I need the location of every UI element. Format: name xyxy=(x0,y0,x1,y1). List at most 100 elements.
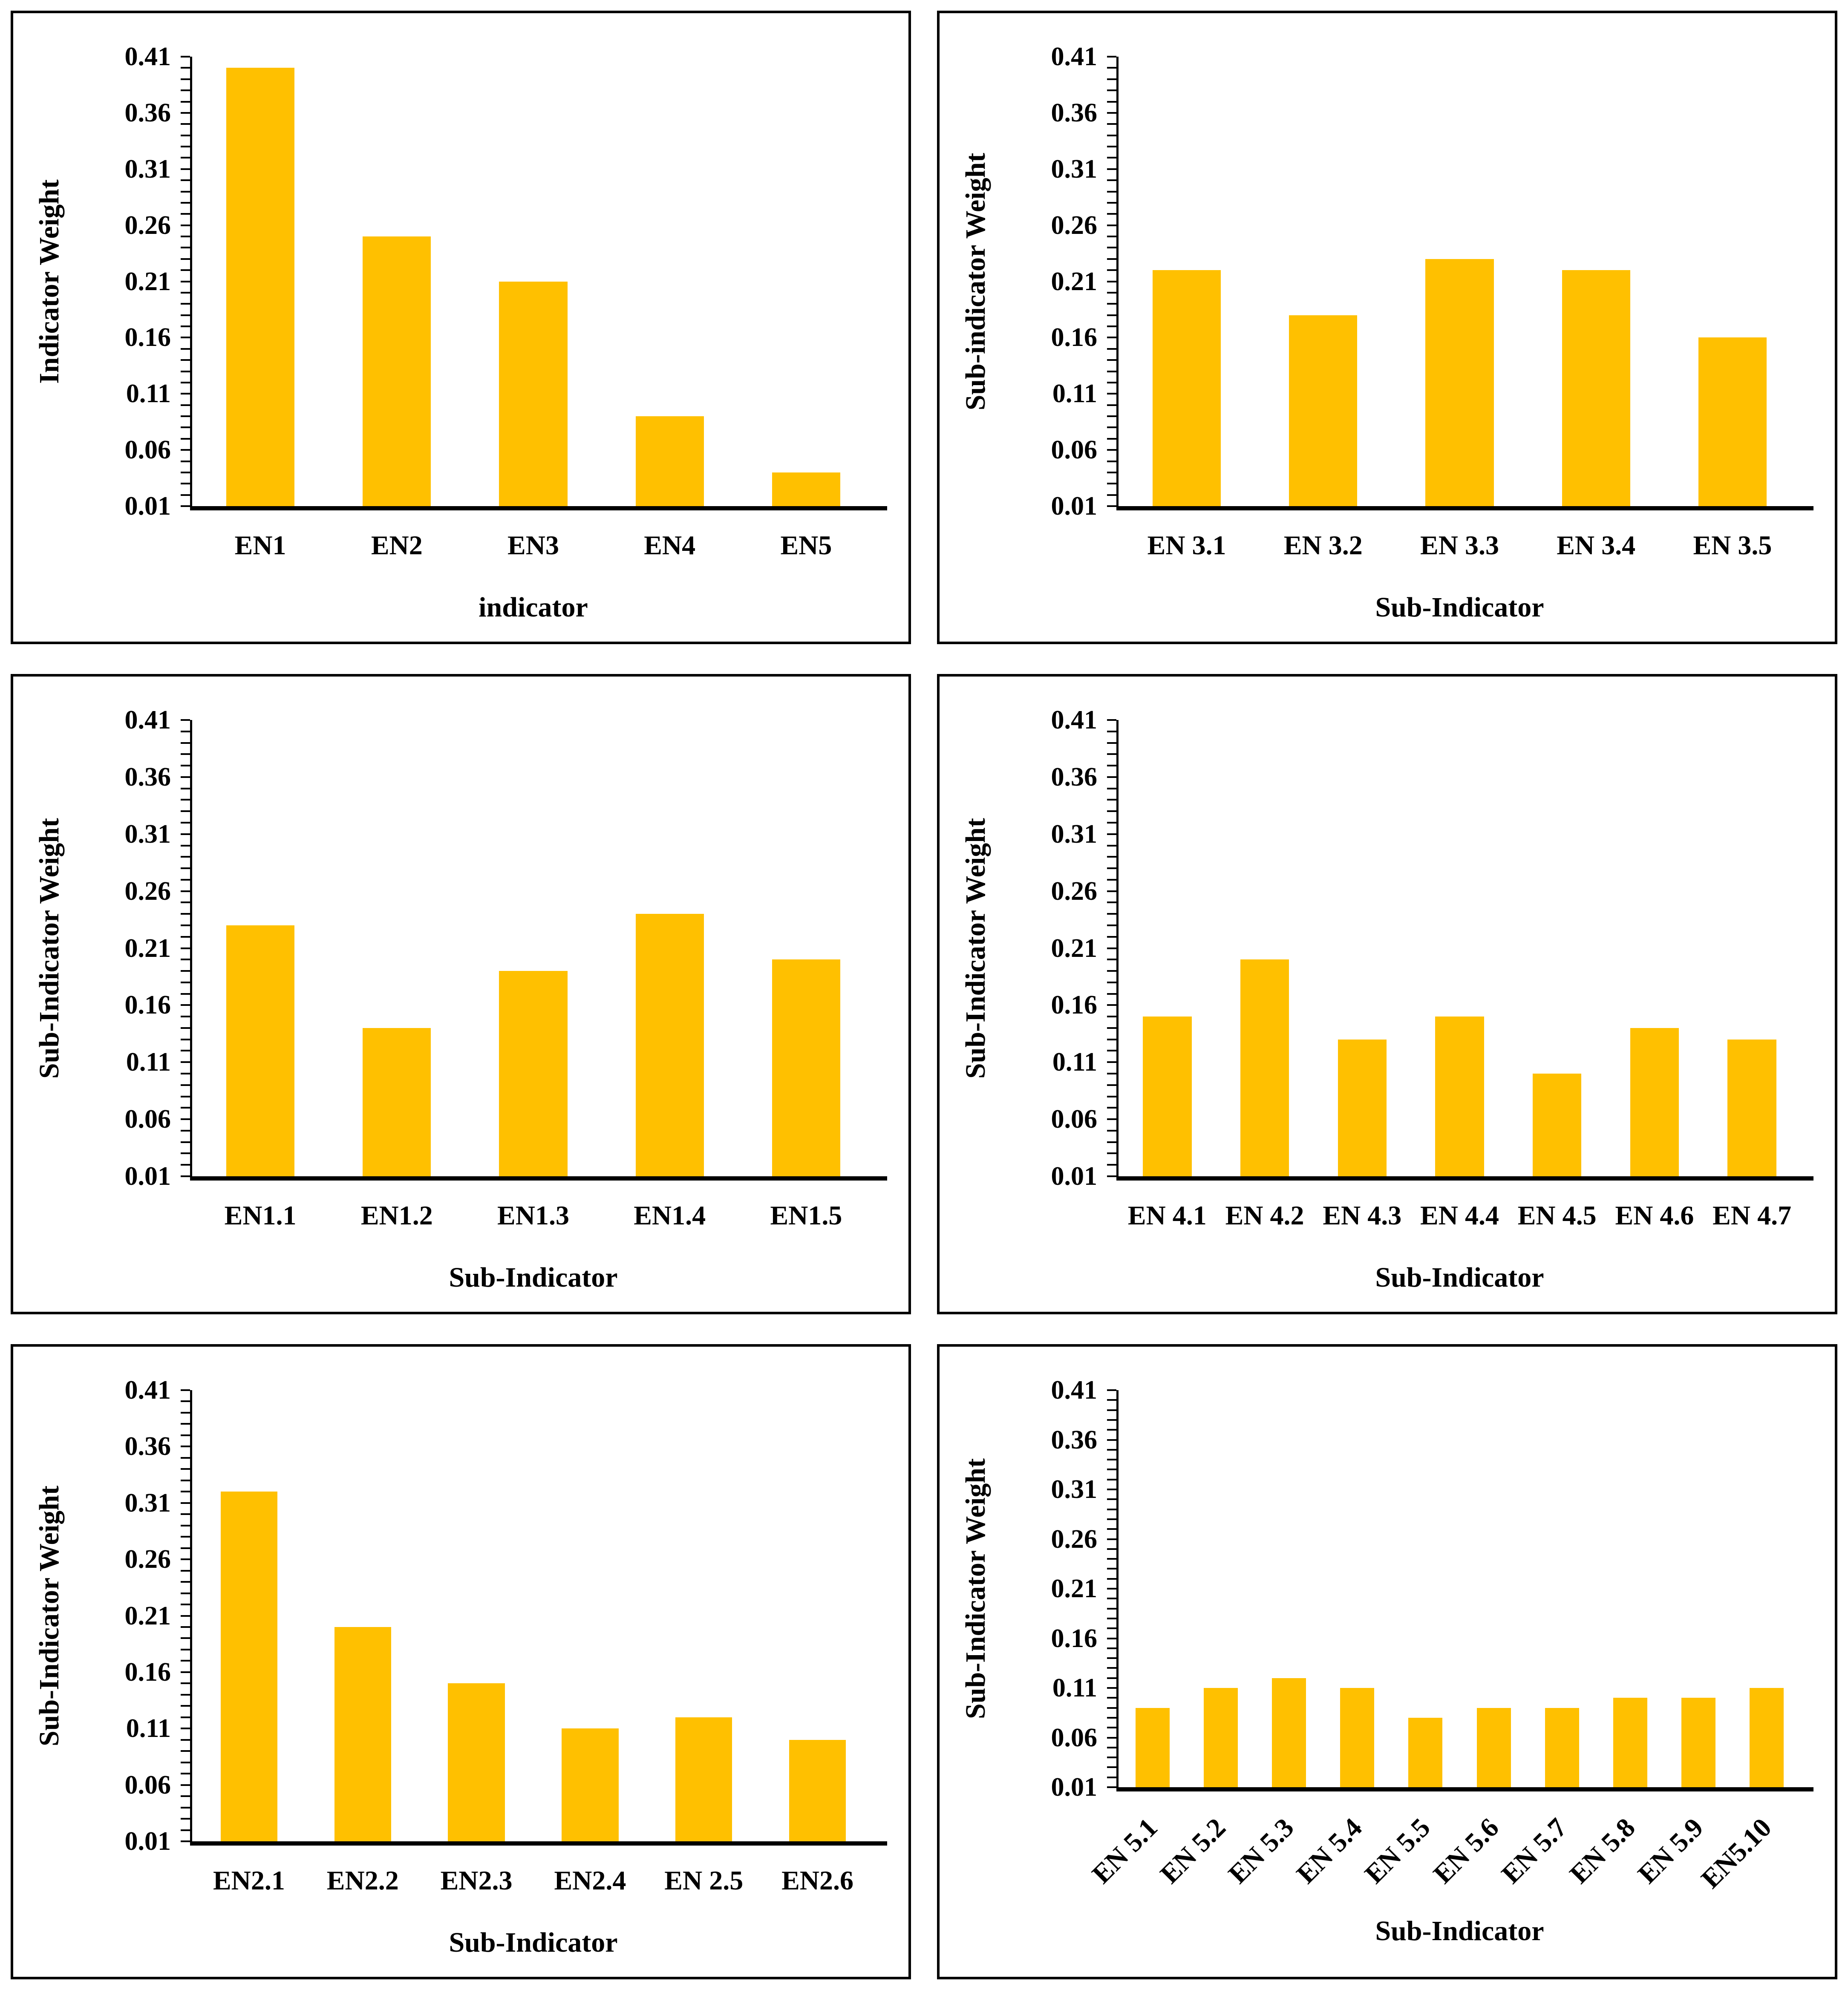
bar xyxy=(772,959,840,1176)
y-axis-tick xyxy=(1107,1637,1116,1639)
y-axis-tick xyxy=(1107,810,1116,812)
y-axis-tick xyxy=(181,269,190,271)
x-axis-line xyxy=(1116,1176,1813,1181)
y-axis-tick xyxy=(1107,269,1116,271)
y-axis-tick xyxy=(1107,833,1116,835)
x-axis-line xyxy=(190,506,887,510)
y-tick-label: 0.11 xyxy=(126,1714,171,1743)
y-axis-tick xyxy=(1107,101,1116,103)
y-axis-tick xyxy=(181,1502,190,1504)
y-axis-tick xyxy=(1107,924,1116,926)
y-axis-tick xyxy=(1107,1627,1116,1630)
x-axis-title: Sub-Indicator xyxy=(1375,592,1544,623)
y-tick-label: 0.16 xyxy=(124,1657,171,1687)
bar xyxy=(499,971,568,1176)
y-axis-tick xyxy=(181,742,190,744)
x-tick-label: EN 4.6 xyxy=(1615,1200,1694,1230)
y-tick-label: 0.16 xyxy=(124,323,171,352)
y-tick-label: 0.21 xyxy=(1051,267,1098,296)
y-axis-tick xyxy=(1107,1766,1116,1768)
bar xyxy=(363,236,431,506)
x-tick-label: EN2.6 xyxy=(781,1865,854,1895)
y-axis-tick xyxy=(1107,799,1116,801)
x-tick-label: EN 4.3 xyxy=(1323,1200,1402,1230)
bar xyxy=(226,925,295,1176)
y-axis-tick xyxy=(181,1513,190,1515)
y-axis-tick xyxy=(181,1558,190,1561)
y-axis-tick xyxy=(1107,821,1116,824)
x-tick-label: EN 4.5 xyxy=(1517,1200,1597,1230)
y-tick-label: 0.01 xyxy=(1051,1773,1098,1802)
y-axis-tick xyxy=(181,947,190,949)
y-axis-tick xyxy=(181,787,190,789)
y-axis-tick xyxy=(1107,1429,1116,1431)
y-axis-tick xyxy=(181,190,190,193)
bar xyxy=(1240,959,1289,1176)
y-tick-label: 0.11 xyxy=(1052,1673,1097,1702)
y-axis-tick xyxy=(1107,1538,1116,1540)
y-axis-tick xyxy=(181,1581,190,1583)
x-tick-label: EN4 xyxy=(644,530,696,560)
y-axis-tick xyxy=(1107,1746,1116,1748)
y-tick-label: 0.11 xyxy=(126,1048,171,1077)
x-axis-title: Sub-Indicator xyxy=(1375,1915,1544,1947)
y-axis-tick xyxy=(1107,1737,1116,1739)
y-axis-tick xyxy=(181,1524,190,1526)
y-axis-tick xyxy=(1107,381,1116,383)
y-tick-label: 0.31 xyxy=(124,819,171,849)
y-axis-tick xyxy=(181,1637,190,1639)
y-axis-tick xyxy=(181,483,190,485)
x-tick-label: EN 4.2 xyxy=(1225,1200,1304,1230)
y-axis-tick xyxy=(1107,1558,1116,1560)
y-axis-tick xyxy=(181,123,190,125)
y-axis-tick xyxy=(181,236,190,237)
y-axis-tick xyxy=(1107,1449,1116,1451)
y-tick-label: 0.16 xyxy=(1051,991,1098,1020)
y-tick-label: 0.21 xyxy=(124,933,171,963)
x-axis-line xyxy=(190,1841,887,1846)
y-tick-label: 0.31 xyxy=(1051,154,1098,184)
y-axis-tick xyxy=(1107,1129,1116,1132)
y-axis-tick xyxy=(181,936,190,938)
y-axis-tick xyxy=(181,810,190,812)
y-axis-tick xyxy=(181,1084,190,1086)
y-axis-tick xyxy=(181,1739,190,1741)
y-axis-tick xyxy=(1107,1727,1116,1729)
y-axis-title: Sub-Indicator Weight xyxy=(960,818,991,1079)
y-axis-tick xyxy=(181,1795,190,1797)
y-axis-tick xyxy=(181,913,190,915)
y-tick-label: 0.01 xyxy=(124,1162,171,1191)
y-tick-label: 0.41 xyxy=(124,42,171,71)
y-axis-tick xyxy=(181,1400,190,1403)
y-axis-tick xyxy=(181,924,190,926)
y-axis-tick xyxy=(1107,168,1116,170)
y-axis-tick xyxy=(1107,1578,1116,1580)
y-axis-tick xyxy=(1107,134,1116,136)
bar xyxy=(226,68,295,506)
y-axis-tick xyxy=(1107,1399,1116,1401)
y-axis-tick xyxy=(1107,1716,1116,1719)
y-axis-tick xyxy=(181,1626,190,1628)
y-axis-line xyxy=(1116,1390,1119,1791)
y-axis-tick xyxy=(181,179,190,181)
y-tick-label: 0.41 xyxy=(124,1376,171,1405)
x-axis-title: Sub-Indicator xyxy=(1375,1262,1544,1293)
bar xyxy=(363,1028,431,1176)
y-tick-label: 0.06 xyxy=(124,435,171,465)
y-axis-tick xyxy=(181,1829,190,1831)
y-axis-tick xyxy=(1107,890,1116,892)
y-axis-tick xyxy=(181,494,190,496)
y-axis-tick xyxy=(1107,993,1116,995)
y-axis-tick xyxy=(181,1129,190,1132)
x-tick-label: EN1.2 xyxy=(360,1200,433,1230)
y-axis-tick xyxy=(1107,471,1116,473)
y-axis-tick xyxy=(181,426,190,429)
y-tick-label: 0.36 xyxy=(124,98,171,127)
y-tick-label: 0.41 xyxy=(1051,1376,1098,1405)
y-tick-label: 0.41 xyxy=(1051,42,1098,71)
x-tick-label: EN3 xyxy=(507,530,559,560)
bar xyxy=(1613,1698,1647,1787)
bar xyxy=(789,1739,846,1841)
y-axis-tick xyxy=(181,1671,190,1673)
y-axis-tick xyxy=(1107,1667,1116,1669)
